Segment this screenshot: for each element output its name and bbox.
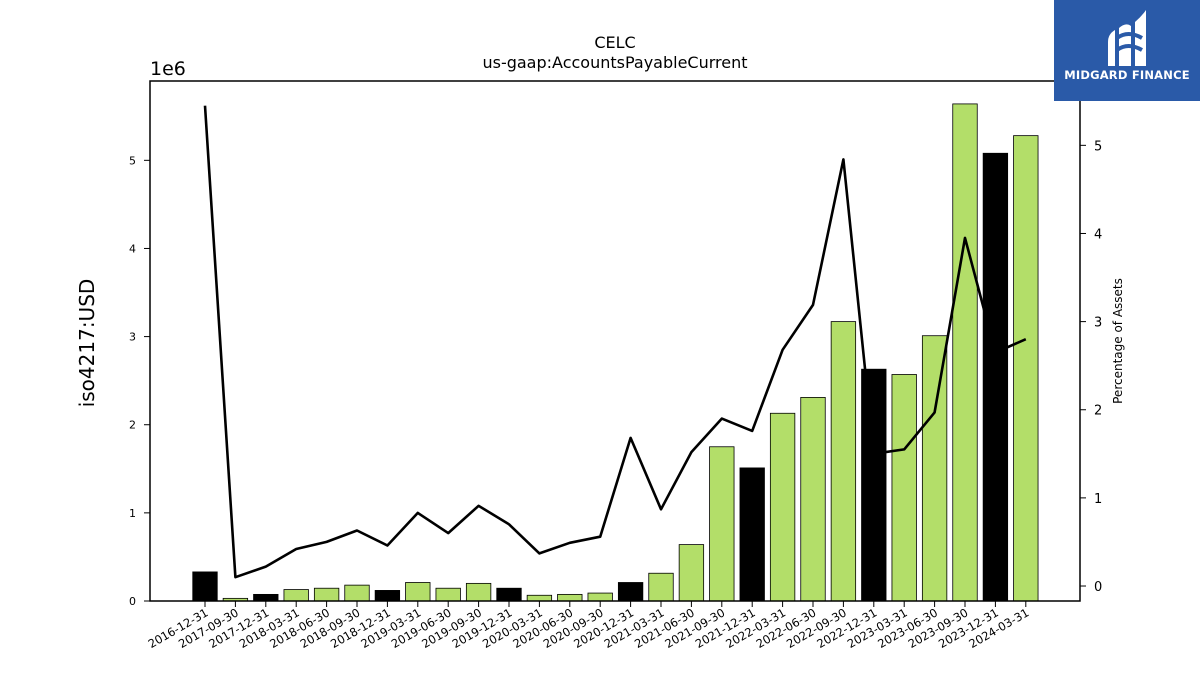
y-tick-label: 1	[129, 507, 136, 520]
bar	[921, 335, 948, 602]
y2-tick-label: 5	[1094, 139, 1102, 154]
bar	[678, 544, 705, 602]
y2-tick-label: 1	[1094, 492, 1102, 507]
bar	[830, 321, 857, 602]
y2-tick-label: 2	[1094, 404, 1102, 419]
bar	[192, 571, 218, 602]
y-tick-label: 4	[129, 242, 136, 255]
chart-title: CELC	[594, 33, 635, 52]
y2-axis: 0 1 2 3 4 5	[1080, 139, 1102, 595]
line-group	[203, 105, 1027, 579]
y2-axis-label: Percentage of Assets	[1111, 278, 1125, 404]
line-series	[203, 105, 1027, 579]
bar	[891, 374, 917, 602]
bar	[283, 589, 309, 602]
y-tick-label: 2	[129, 419, 136, 432]
offset-text: 1e6	[150, 58, 186, 80]
y-axis: 0 1 2 3 4 5	[129, 154, 150, 608]
bar	[435, 587, 461, 602]
bar	[739, 467, 765, 602]
bar	[344, 584, 370, 602]
bar	[769, 412, 796, 602]
bar	[709, 446, 735, 602]
y2-tick-label: 4	[1094, 227, 1102, 242]
bar	[253, 593, 279, 602]
y-tick-label: 5	[129, 154, 136, 167]
logo-mark-icon	[1108, 10, 1146, 66]
bar	[313, 587, 340, 602]
chart-subtitle: us-gaap:AccountsPayableCurrent	[482, 53, 747, 72]
bar	[982, 152, 1009, 602]
y2-tick-label: 0	[1094, 580, 1102, 595]
bar	[952, 103, 978, 602]
bar	[1013, 135, 1039, 602]
bar	[405, 582, 431, 602]
bar	[465, 582, 492, 602]
y2-tick-label: 3	[1094, 316, 1102, 331]
bar	[617, 582, 644, 602]
y-tick-label: 0	[129, 595, 136, 608]
bar	[587, 592, 613, 602]
bar	[648, 572, 674, 602]
midgard-finance-logo: MIDGARD FINANCE	[1054, 0, 1200, 101]
y-axis-label: iso4217:USD	[75, 279, 99, 408]
x-axis: 2016-12-312017-09-302017-12-312018-03-31…	[146, 601, 1031, 651]
bar	[496, 587, 522, 602]
bar	[861, 368, 887, 602]
bar	[557, 593, 583, 602]
logo-text: MIDGARD FINANCE	[1064, 68, 1190, 82]
bars-group	[192, 103, 1039, 602]
bar	[800, 397, 826, 602]
y-tick-label: 3	[129, 331, 136, 344]
bar	[374, 590, 401, 602]
bar	[526, 594, 553, 602]
plot-frame	[149, 80, 1081, 602]
